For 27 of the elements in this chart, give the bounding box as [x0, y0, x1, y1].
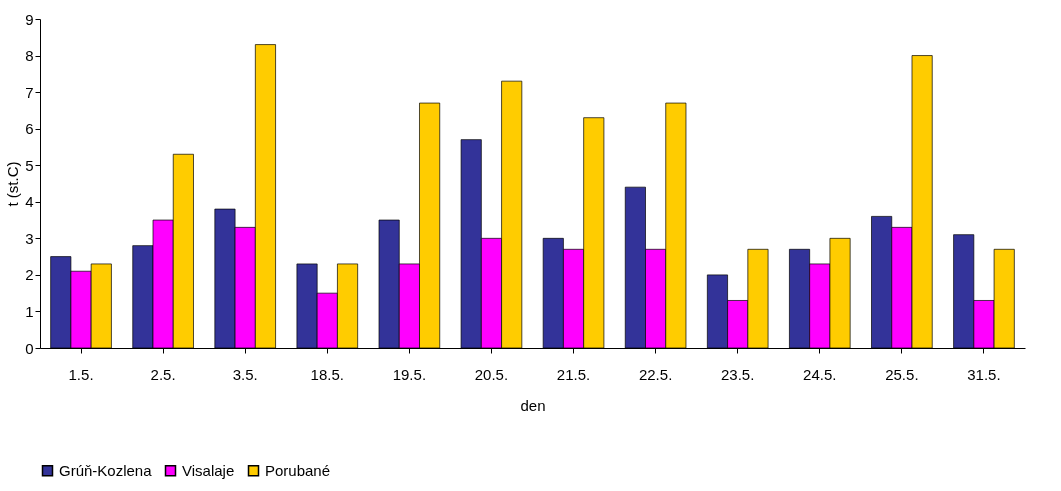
x-tick-label: 31.5. — [967, 365, 1001, 383]
x-axis-title: den — [520, 396, 546, 414]
y-tick-label: 5 — [25, 156, 34, 174]
x-tick-label: 1.5. — [68, 365, 94, 383]
x-tick-label: 23.5. — [721, 365, 755, 383]
x-tick-label: 24.5. — [803, 365, 837, 383]
x-tick-label: 18.5. — [310, 365, 344, 383]
y-tick-label: 9 — [25, 10, 34, 28]
x-tick-label: 2.5. — [150, 365, 176, 383]
legend-label: Porubané — [265, 461, 331, 479]
x-tick-label: 22.5. — [638, 365, 673, 383]
y-tick-label: 7 — [25, 83, 34, 101]
legend-label: Grúň-Kozlena — [59, 461, 153, 479]
y-tick-label: 2 — [25, 266, 34, 284]
y-tick-label: 8 — [25, 47, 34, 65]
y-tick-label: 0 — [25, 339, 34, 357]
x-tick-label: 20.5. — [474, 365, 509, 383]
x-tick-label: 3.5. — [232, 365, 258, 383]
y-tick-label: 6 — [25, 120, 34, 138]
y-tick-label: 3 — [25, 229, 34, 247]
y-axis-title: t (st.C) — [4, 161, 22, 207]
x-tick-label: 25.5. — [885, 365, 919, 383]
x-tick-label: 21.5. — [556, 365, 591, 383]
y-tick-label: 1 — [25, 302, 34, 320]
y-tick-label: 4 — [25, 193, 34, 211]
legend-label: Visalaje — [182, 461, 235, 479]
x-tick-label: 19.5. — [392, 365, 427, 383]
